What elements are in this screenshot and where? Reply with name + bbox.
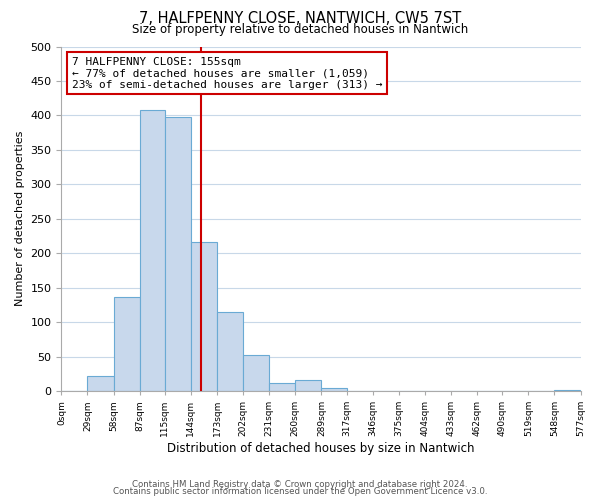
Bar [191,242,217,391]
Text: Contains public sector information licensed under the Open Government Licence v3: Contains public sector information licen… [113,488,487,496]
Bar [295,380,322,391]
Bar [165,117,191,391]
Y-axis label: Number of detached properties: Number of detached properties [15,131,25,306]
Bar [554,390,580,391]
Bar [217,312,243,391]
Text: 7, HALFPENNY CLOSE, NANTWICH, CW5 7ST: 7, HALFPENNY CLOSE, NANTWICH, CW5 7ST [139,11,461,26]
Text: Contains HM Land Registry data © Crown copyright and database right 2024.: Contains HM Land Registry data © Crown c… [132,480,468,489]
Bar [88,376,113,391]
Bar [113,296,140,391]
Bar [269,384,295,391]
Bar [140,110,165,391]
Bar [322,388,347,391]
X-axis label: Distribution of detached houses by size in Nantwich: Distribution of detached houses by size … [167,442,475,455]
Text: Size of property relative to detached houses in Nantwich: Size of property relative to detached ho… [132,22,468,36]
Text: 7 HALFPENNY CLOSE: 155sqm
← 77% of detached houses are smaller (1,059)
23% of se: 7 HALFPENNY CLOSE: 155sqm ← 77% of detac… [72,57,382,90]
Bar [243,355,269,391]
